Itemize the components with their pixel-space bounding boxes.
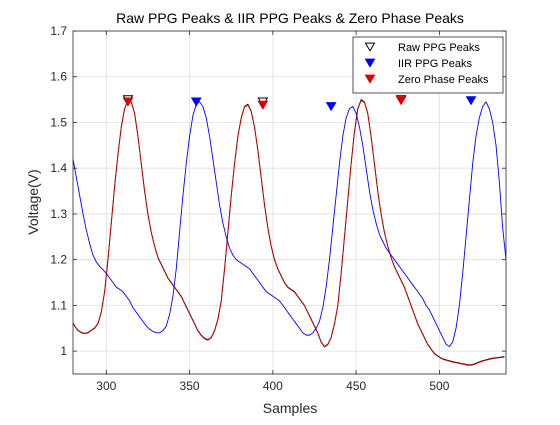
x-tick-label: 450	[346, 379, 366, 393]
axis-ticks: 300 350 400 450 500 1 1.1 1.2 1.3 1.4 1.5 1.6 1.7	[50, 24, 506, 393]
y-tick-label: 1.7	[50, 24, 67, 38]
y-axis-label: Voltage(V)	[25, 169, 41, 234]
legend: Raw PPG Peaks IIR PPG Peaks Zero Phase Pea…	[352, 36, 504, 94]
legend-marker-raw-ppg-peaks	[364, 42, 376, 52]
x-tick-label: 400	[263, 379, 283, 393]
series-lines	[73, 99, 506, 366]
legend-label-raw-ppg-peaks: Raw PPG Peaks	[398, 42, 480, 54]
x-tick-label: 500	[429, 379, 449, 393]
marker-zero-phase-peaks	[257, 100, 269, 110]
y-tick-label: 1	[60, 344, 67, 358]
series-line-iir-ppg	[73, 101, 506, 348]
y-tick-label: 1.2	[50, 253, 67, 267]
marker-iir-ppg-peaks	[465, 96, 477, 106]
x-tick-label: 300	[96, 379, 116, 393]
marker-iir-ppg-peaks	[325, 102, 337, 112]
series-line-zero-phase	[73, 100, 505, 366]
y-tick-label: 1.4	[50, 161, 67, 175]
chart-title: Raw PPG Peaks & IIR PPG Peaks & Zero Pha…	[116, 10, 464, 26]
grid	[73, 30, 506, 374]
marker-zero-phase-peaks	[395, 96, 407, 106]
peak-markers	[122, 95, 477, 112]
legend-label-zero-phase-peaks: Zero Phase Peaks	[398, 74, 489, 86]
legend-marker-iir-ppg-peaks	[364, 58, 376, 68]
marker-zero-phase-peaks	[122, 97, 134, 107]
legend-label-iir-ppg-peaks: IIR PPG Peaks	[398, 58, 472, 70]
legend-box	[352, 36, 504, 94]
x-tick-label: 350	[180, 379, 200, 393]
y-tick-label: 1.1	[50, 298, 67, 312]
marker-iir-ppg-peaks	[190, 97, 202, 107]
legend-marker-zero-phase-peaks	[364, 74, 376, 84]
y-tick-label: 1.3	[50, 207, 67, 221]
plot-frame	[72, 30, 507, 375]
y-tick-label: 1.6	[50, 70, 67, 84]
x-axis-label: Samples	[263, 400, 317, 416]
y-tick-label: 1.5	[50, 115, 67, 129]
